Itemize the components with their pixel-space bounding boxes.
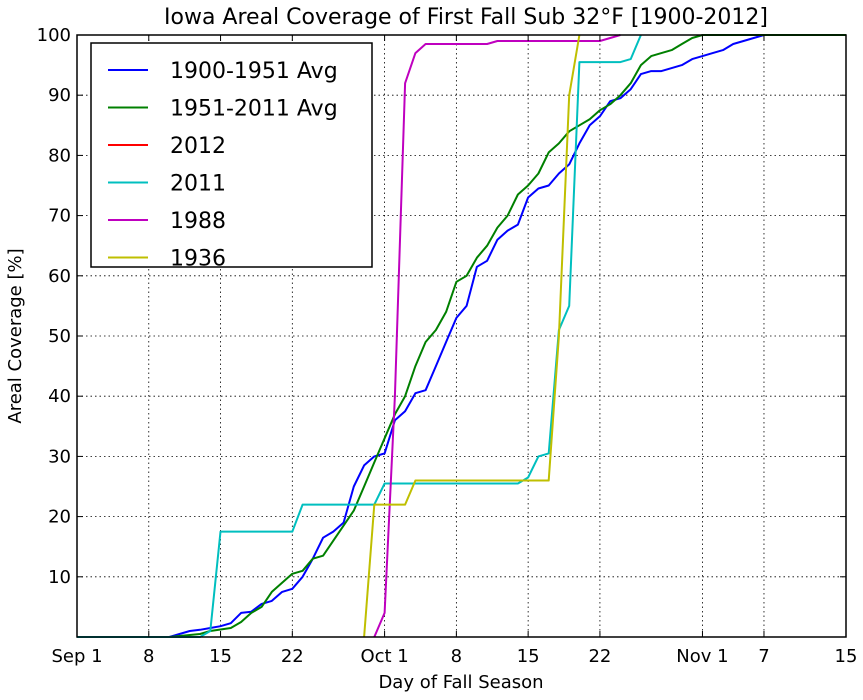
series-line-1951-2011-avg — [77, 34, 846, 638]
chart-title: Iowa Areal Coverage of First Fall Sub 32… — [164, 5, 768, 30]
x-tick-label: 22 — [588, 646, 611, 667]
y-tick-label: 40 — [48, 386, 71, 407]
x-tick-label: 8 — [451, 646, 462, 667]
legend-label: 1951-2011 Avg — [170, 97, 338, 122]
legend-label: 1988 — [170, 209, 226, 234]
y-tick-label: 50 — [48, 326, 71, 347]
y-tick-label: 30 — [48, 446, 71, 467]
x-tick-label: Oct 1 — [360, 646, 408, 667]
legend-label: 1936 — [170, 247, 226, 272]
y-tick-label: 70 — [48, 206, 71, 227]
y-axis-label: Areal Coverage [%] — [5, 248, 26, 423]
y-tick-label: 60 — [48, 266, 71, 287]
x-axis-label: Day of Fall Season — [378, 672, 543, 693]
legend-label: 2011 — [170, 172, 226, 197]
x-tick-label: 15 — [209, 646, 232, 667]
series-lines — [77, 34, 846, 638]
legend: 1900-1951 Avg 1951-2011 Avg 2012 2011 1988 19… — [90, 42, 373, 272]
series-line-1988 — [373, 34, 621, 638]
legend-label: 1900-1951 Avg — [170, 59, 338, 84]
y-tick-label: 20 — [48, 507, 71, 528]
axis-ticks: Sep 1 8 15 22 Oct 1 8 15 22 Nov 1 7 15 10 20 30 40 50 60… — [37, 25, 858, 667]
x-tick-label: 8 — [143, 646, 154, 667]
series-line-1900-1951-avg — [77, 34, 846, 638]
y-tick-label: 90 — [48, 85, 71, 106]
x-tick-label: 15 — [517, 646, 540, 667]
x-tick-label: 15 — [835, 646, 858, 667]
x-tick-label: Sep 1 — [51, 646, 102, 667]
y-tick-label: 10 — [48, 567, 71, 588]
series-line-1936 — [363, 34, 581, 638]
x-tick-label: 22 — [281, 646, 304, 667]
x-tick-label: 7 — [758, 646, 769, 667]
y-tick-label: 80 — [48, 145, 71, 166]
legend-box — [90, 42, 373, 268]
y-tick-label: 100 — [37, 25, 71, 46]
x-tick-label: Nov 1 — [676, 646, 728, 667]
legend-label: 2012 — [170, 134, 226, 159]
